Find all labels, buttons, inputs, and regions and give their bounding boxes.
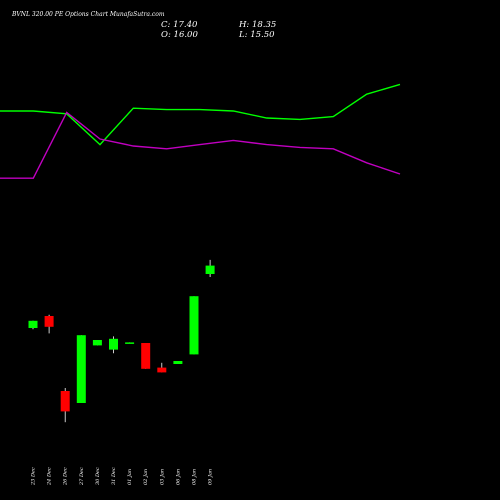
candle-body xyxy=(157,367,167,373)
candle-11 xyxy=(189,296,199,355)
x-tick-label: 26 Dec xyxy=(63,467,69,486)
x-tick-label: 06 Jan xyxy=(175,469,181,485)
indicator-lines xyxy=(0,83,401,179)
candle-9 xyxy=(157,362,167,373)
candle-6 xyxy=(109,336,118,354)
low-stat: L: 15.50 xyxy=(238,30,275,40)
open-stat: O: 16.00 xyxy=(161,30,198,40)
candle-body xyxy=(60,391,70,412)
candle-1 xyxy=(28,320,38,330)
x-tick-label: 23 Dec xyxy=(31,467,37,486)
candle-5 xyxy=(92,340,102,346)
candle-2 xyxy=(44,314,54,334)
candle-8 xyxy=(141,343,151,369)
candle-4 xyxy=(76,335,86,403)
x-tick-label: 01 Jan xyxy=(127,469,133,485)
candle-body xyxy=(205,265,215,274)
x-tick-label: 24 Dec xyxy=(47,467,53,486)
candle-body xyxy=(76,335,86,403)
x-axis-tick-labels: 23 Dec 24 Dec 26 Dec 27 Dec 30 Dec 31 Dec 01 J… xyxy=(31,467,214,486)
candle-10 xyxy=(173,361,183,364)
candle-body xyxy=(28,320,38,328)
candle-body xyxy=(92,340,102,346)
close-stat: C: 17.40 xyxy=(161,20,198,30)
x-tick-label: 02 Jan xyxy=(143,469,149,485)
high-stat: H: 18.35 xyxy=(238,20,276,30)
upper-indicator-line xyxy=(0,83,401,146)
candle-body xyxy=(109,338,118,350)
x-tick-label: 03 Jan xyxy=(159,469,165,485)
candle-7 xyxy=(125,342,135,344)
x-tick-label: 09 Jan xyxy=(208,469,214,485)
x-tick-label: 08 Jan xyxy=(192,469,198,485)
candle-12 xyxy=(205,259,215,277)
candles xyxy=(28,259,215,423)
candle-body xyxy=(173,361,183,364)
candle-body xyxy=(189,296,199,355)
x-tick-label: 31 Dec xyxy=(111,467,117,485)
chart-title: BVNL 320.00 PE Options Chart MunafaSutra… xyxy=(11,11,165,18)
candle-body xyxy=(141,343,151,369)
x-tick-label: 30 Dec xyxy=(95,467,101,485)
x-tick-label: 27 Dec xyxy=(79,467,85,486)
candle-body xyxy=(44,316,54,327)
candle-body xyxy=(125,342,135,344)
candle-3 xyxy=(60,388,70,423)
lower-indicator-line xyxy=(0,111,401,179)
